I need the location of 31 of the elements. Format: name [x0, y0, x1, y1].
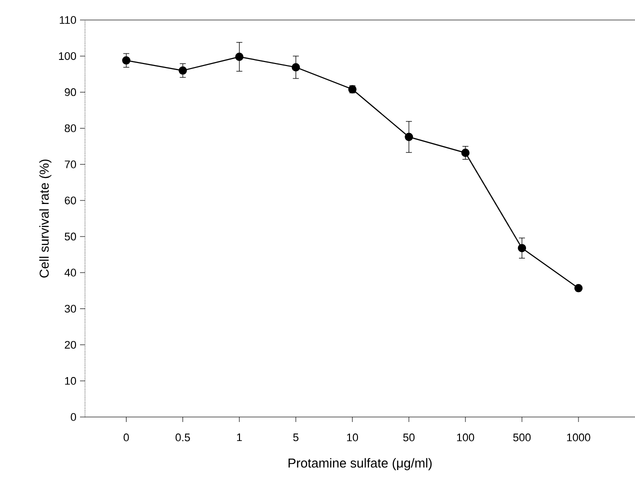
point [461, 148, 470, 157]
x-tick-label: 10 [347, 434, 358, 442]
y-tick-label: 80 [64, 124, 76, 132]
x-tick-label: 500 [513, 434, 531, 442]
y-tick-label: 40 [64, 268, 76, 277]
x-tick-label: 0 [124, 434, 129, 442]
y-tick-label: 70 [64, 160, 76, 168]
y-tick-label: 100 [59, 52, 76, 60]
x-tick-label: 5 [293, 434, 298, 442]
point [404, 132, 414, 142]
x-tick-label: 50 [403, 434, 415, 442]
y-tick-label: 90 [64, 88, 76, 96]
point [518, 244, 526, 252]
y-axis-title: Cell survival rate (%) [39, 160, 52, 278]
point [122, 56, 130, 65]
point [178, 66, 187, 75]
x-tick-label: 100 [457, 434, 474, 442]
y-tick-label: 50 [64, 232, 76, 240]
point [292, 63, 300, 72]
point [574, 284, 583, 292]
x-tick-label: 1 [237, 434, 242, 442]
x-tick-label: 1000 [567, 434, 590, 442]
y-tick-label: 20 [64, 340, 76, 349]
x-tick-label: 0.5 [176, 434, 190, 442]
y-tick-label: 0 [70, 413, 76, 421]
x-axis-title: Protamine sulfate (μg/ml) [288, 458, 432, 470]
y-tick-label: 110 [60, 16, 76, 24]
y-tick-label: 60 [64, 196, 76, 204]
point [235, 52, 244, 61]
y-tick-label: 30 [64, 304, 76, 313]
y-tick-label: 10 [65, 377, 76, 385]
